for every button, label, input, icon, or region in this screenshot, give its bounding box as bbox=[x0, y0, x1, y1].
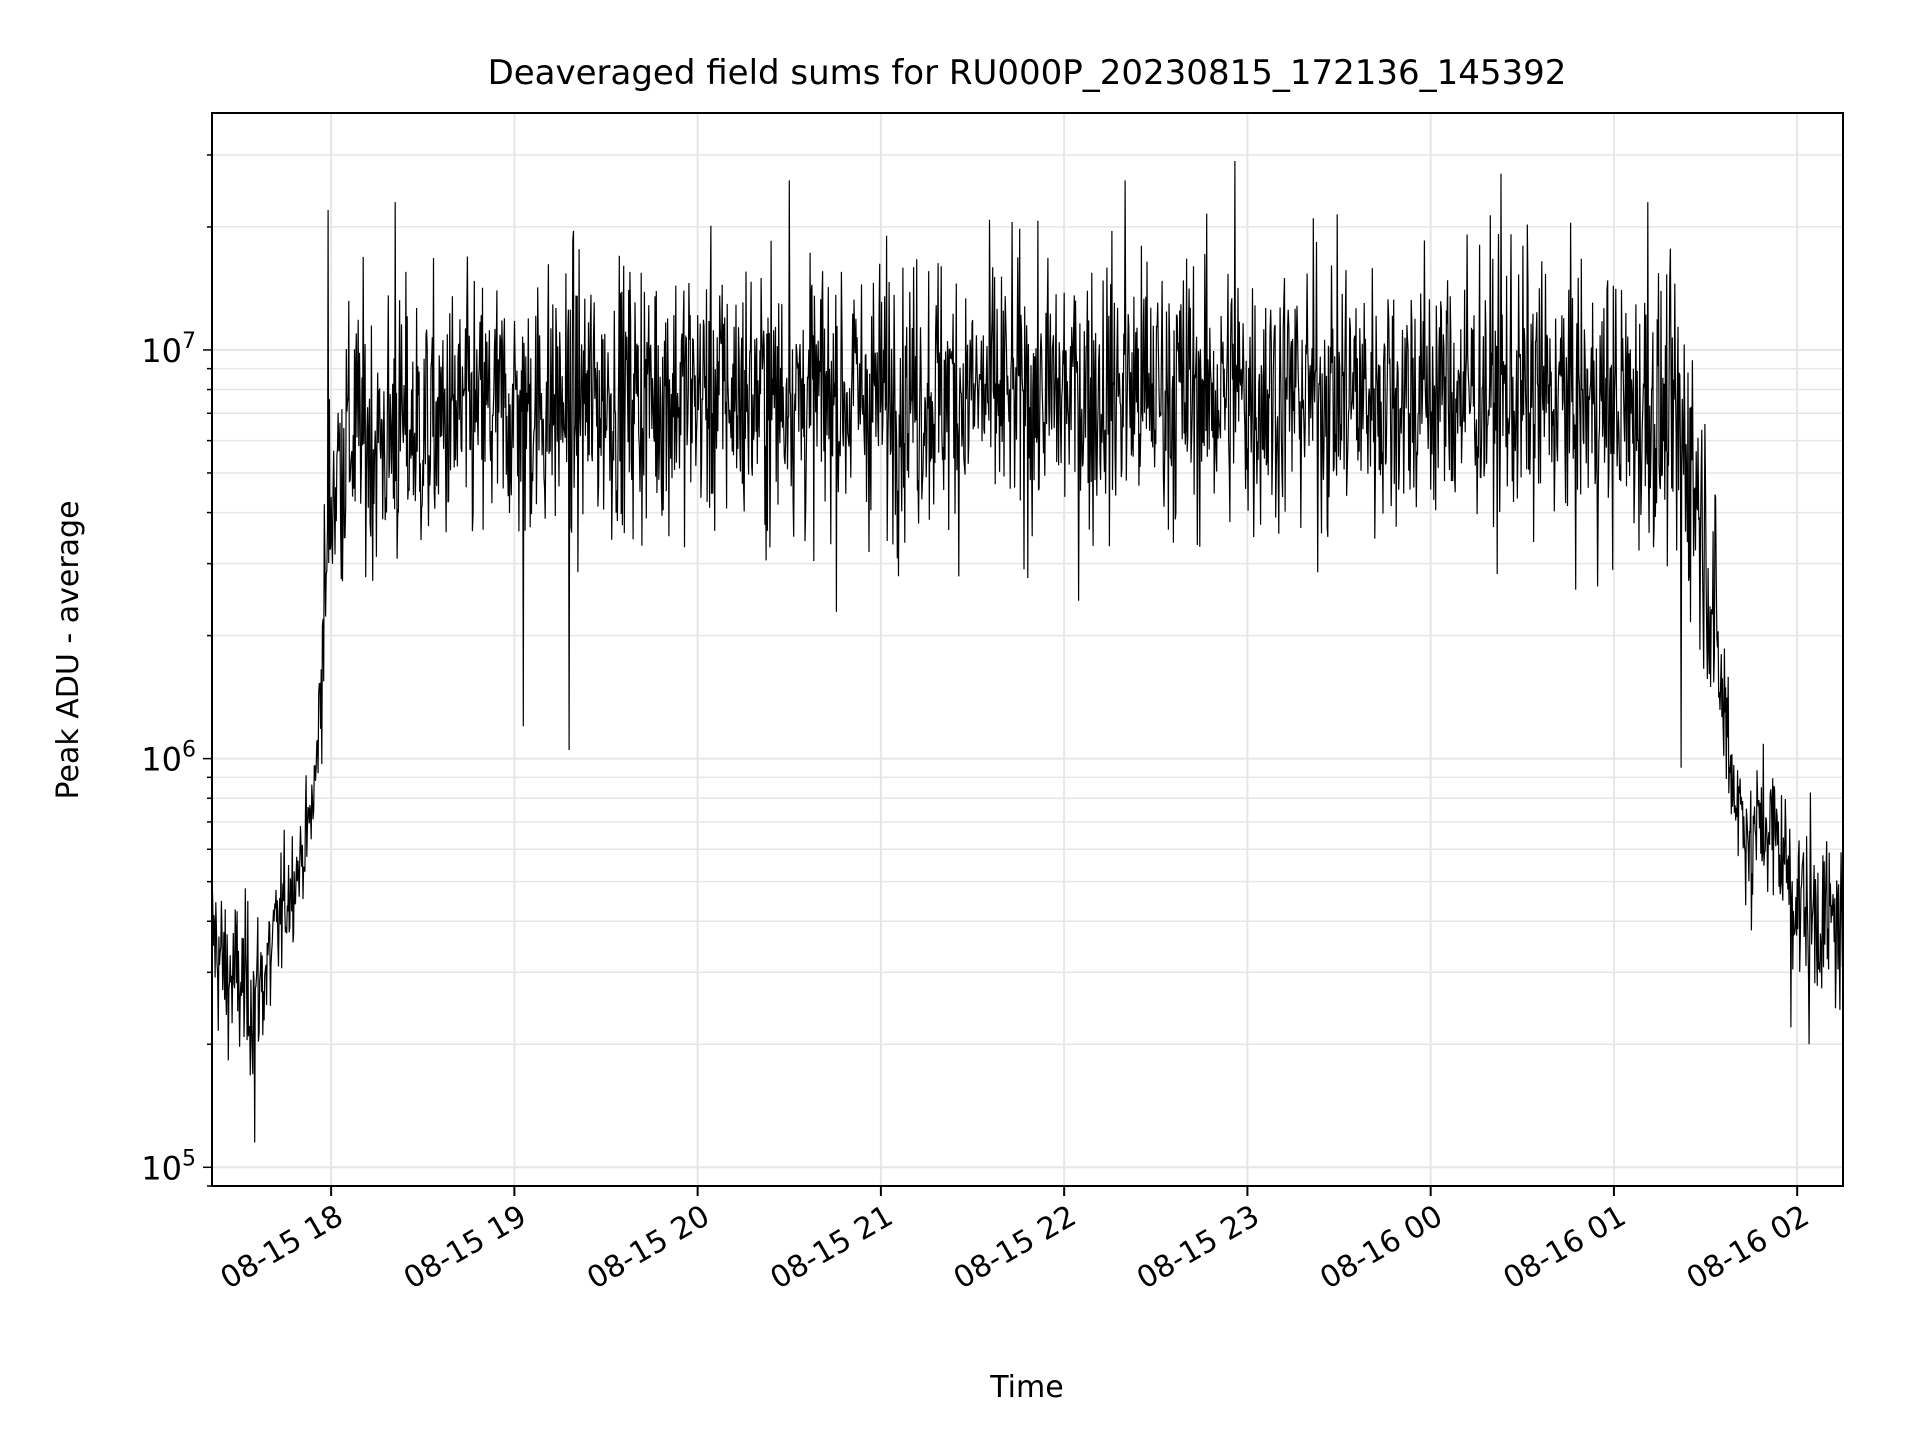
y-axis-label: Peak ADU - average bbox=[51, 500, 86, 799]
series-path bbox=[212, 160, 1843, 1143]
chart-title: Deaveraged field sums for RU000P_2023081… bbox=[488, 53, 1567, 93]
y-tick-base: 10 bbox=[141, 332, 182, 370]
y-tick-exponent: 5 bbox=[182, 1146, 196, 1171]
y-tick-base: 10 bbox=[141, 1149, 182, 1187]
y-tick-exponent: 7 bbox=[182, 329, 196, 354]
y-tick-label: 106 bbox=[141, 738, 196, 779]
plot-frame bbox=[211, 112, 1844, 1187]
y-tick-label: 107 bbox=[141, 329, 196, 370]
x-axis-label: Time bbox=[989, 1370, 1063, 1405]
y-tick-exponent: 6 bbox=[182, 738, 196, 763]
y-tick-base: 10 bbox=[141, 741, 182, 779]
y-tick-label: 105 bbox=[141, 1146, 196, 1187]
series-line bbox=[212, 160, 1843, 1143]
